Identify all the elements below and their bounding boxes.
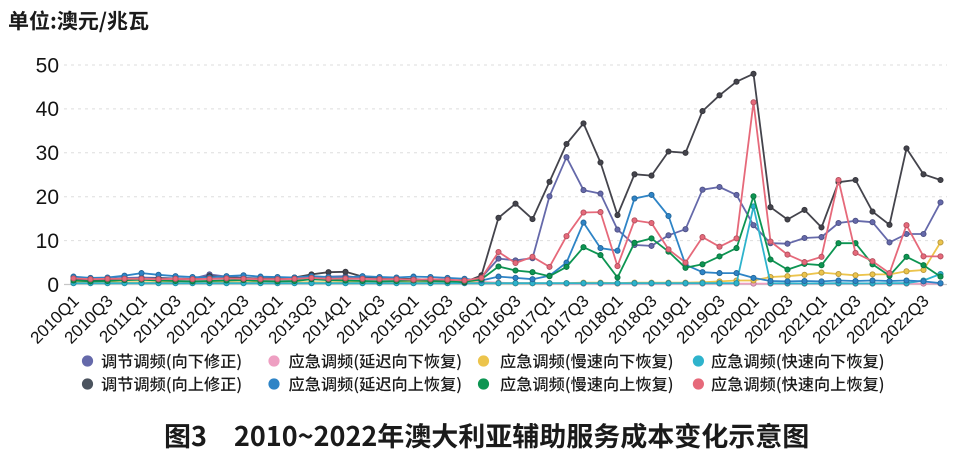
svg-text:10: 10 <box>36 230 59 253</box>
svg-text:40: 40 <box>36 98 59 121</box>
svg-text:50: 50 <box>36 54 59 77</box>
svg-text:0: 0 <box>47 274 59 297</box>
svg-text:30: 30 <box>36 142 59 165</box>
svg-text:20: 20 <box>36 186 59 209</box>
